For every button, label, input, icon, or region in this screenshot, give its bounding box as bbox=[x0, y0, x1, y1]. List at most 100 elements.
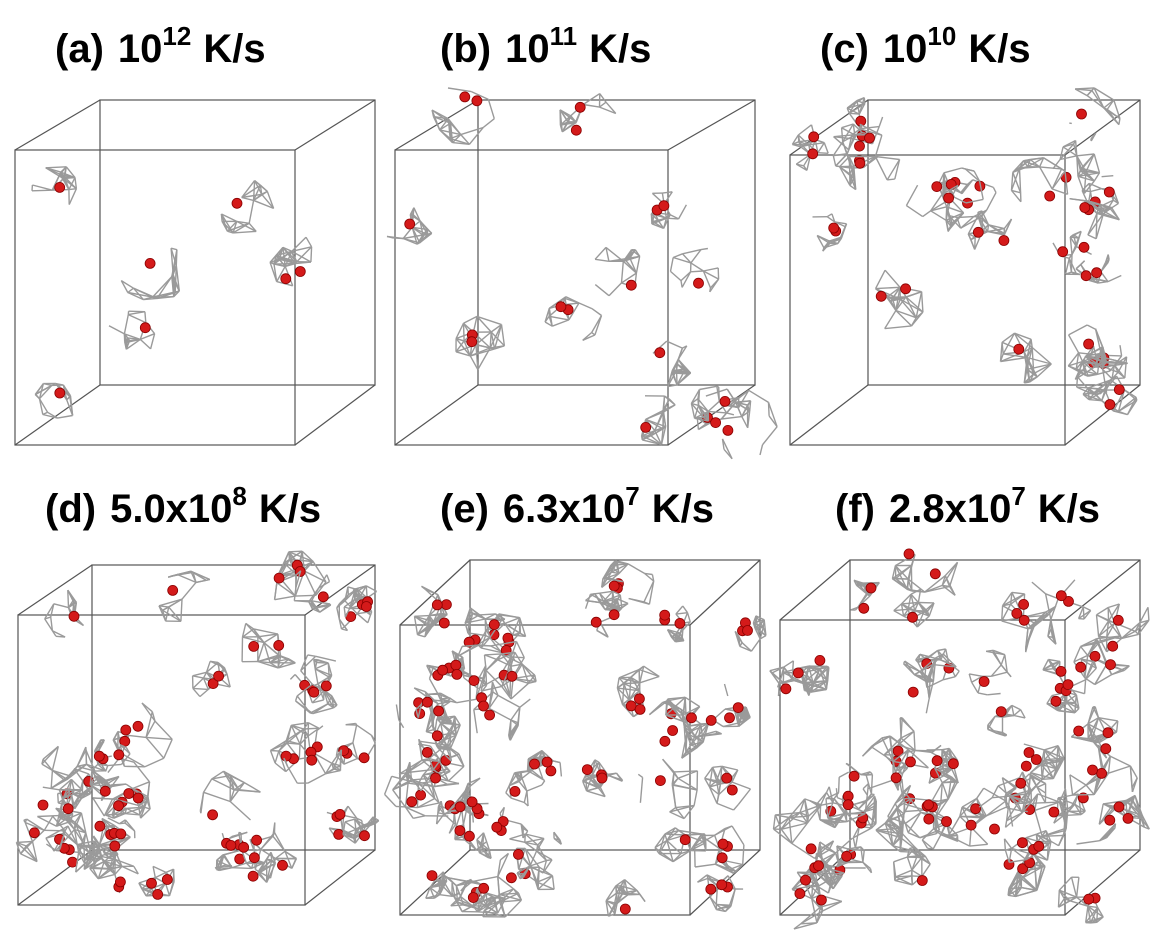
bond bbox=[1070, 199, 1085, 201]
solute-atom bbox=[489, 620, 499, 630]
bond bbox=[54, 604, 69, 608]
bond bbox=[1098, 282, 1108, 284]
bond bbox=[727, 413, 734, 415]
solute-atom bbox=[620, 904, 630, 914]
bond bbox=[708, 411, 726, 413]
bond bbox=[1014, 710, 1021, 716]
bond bbox=[308, 774, 326, 783]
bond bbox=[145, 312, 146, 323]
bond bbox=[769, 402, 770, 416]
bond bbox=[478, 348, 490, 370]
bond bbox=[1079, 353, 1083, 362]
bond bbox=[182, 582, 196, 599]
bond bbox=[763, 427, 778, 445]
bond bbox=[922, 864, 930, 876]
bond bbox=[751, 639, 760, 651]
bond bbox=[301, 656, 316, 670]
bond bbox=[271, 751, 276, 764]
bond bbox=[193, 688, 208, 689]
bond bbox=[622, 261, 624, 283]
solute-atom bbox=[855, 158, 865, 168]
solute-atom bbox=[115, 877, 125, 887]
bond bbox=[94, 841, 95, 855]
bond bbox=[294, 587, 296, 601]
bond bbox=[1087, 325, 1096, 329]
solute-atom bbox=[1014, 344, 1024, 354]
bond bbox=[876, 270, 886, 288]
bond bbox=[65, 177, 75, 178]
bond bbox=[133, 782, 150, 789]
bond bbox=[860, 127, 879, 129]
bond bbox=[1102, 176, 1114, 177]
bond bbox=[385, 794, 396, 806]
bond bbox=[1136, 397, 1137, 400]
panel-label: (c) bbox=[820, 27, 869, 71]
box-edge bbox=[295, 100, 375, 150]
solute-atom bbox=[431, 773, 441, 783]
bond bbox=[972, 682, 978, 693]
bond bbox=[46, 844, 56, 850]
box-front-face bbox=[790, 155, 1065, 445]
solute-atom bbox=[114, 801, 124, 811]
solute-atom bbox=[63, 804, 73, 814]
bond bbox=[86, 747, 87, 764]
solute-atom bbox=[110, 841, 120, 851]
bond bbox=[525, 834, 526, 842]
bond bbox=[553, 876, 555, 890]
atom-network bbox=[32, 167, 312, 418]
bond bbox=[592, 309, 602, 316]
panel-title: (a)1012K/s bbox=[55, 21, 266, 71]
box-edge bbox=[295, 385, 375, 445]
solute-atom bbox=[281, 751, 291, 761]
bond bbox=[1059, 890, 1060, 907]
bond bbox=[769, 402, 778, 426]
atom-network bbox=[387, 88, 777, 459]
solute-atom bbox=[660, 610, 670, 620]
bond bbox=[93, 798, 105, 816]
bond bbox=[905, 810, 926, 811]
bond bbox=[204, 792, 231, 801]
solute-atom bbox=[432, 600, 442, 610]
bond bbox=[200, 689, 208, 696]
bond bbox=[988, 225, 989, 232]
solute-atom bbox=[168, 585, 178, 595]
panel-label: (a) bbox=[55, 27, 104, 71]
bond bbox=[742, 417, 748, 428]
solute-atom bbox=[467, 337, 477, 347]
bond bbox=[173, 275, 174, 297]
bond bbox=[1031, 765, 1042, 773]
bond bbox=[694, 790, 697, 806]
bond bbox=[124, 766, 145, 767]
bond bbox=[629, 599, 650, 605]
solute-atom bbox=[727, 785, 737, 795]
bond bbox=[907, 856, 925, 857]
bond bbox=[474, 710, 477, 734]
solute-atom bbox=[917, 876, 927, 886]
solute-atom bbox=[973, 227, 983, 237]
solute-atom bbox=[694, 278, 704, 288]
bond bbox=[685, 834, 701, 835]
bond bbox=[432, 713, 433, 725]
bond bbox=[124, 315, 128, 334]
bond bbox=[671, 271, 682, 280]
bond bbox=[929, 651, 938, 657]
bond bbox=[1120, 345, 1122, 356]
bond bbox=[691, 271, 704, 272]
bond bbox=[271, 751, 279, 752]
bond bbox=[344, 607, 345, 617]
bond bbox=[691, 263, 704, 271]
bond bbox=[1077, 154, 1094, 156]
bond bbox=[649, 702, 662, 714]
solute-atom bbox=[321, 681, 331, 691]
bond bbox=[600, 102, 607, 107]
bond bbox=[640, 677, 659, 683]
solute-atom bbox=[214, 671, 224, 681]
bond bbox=[93, 868, 113, 869]
solute-atom bbox=[133, 793, 143, 803]
bond bbox=[906, 206, 922, 217]
panel-label: (e) bbox=[440, 487, 489, 531]
solute-atom bbox=[717, 853, 727, 863]
solute-atom bbox=[722, 773, 732, 783]
solute-atom bbox=[335, 809, 345, 819]
solute-atom bbox=[455, 826, 465, 836]
